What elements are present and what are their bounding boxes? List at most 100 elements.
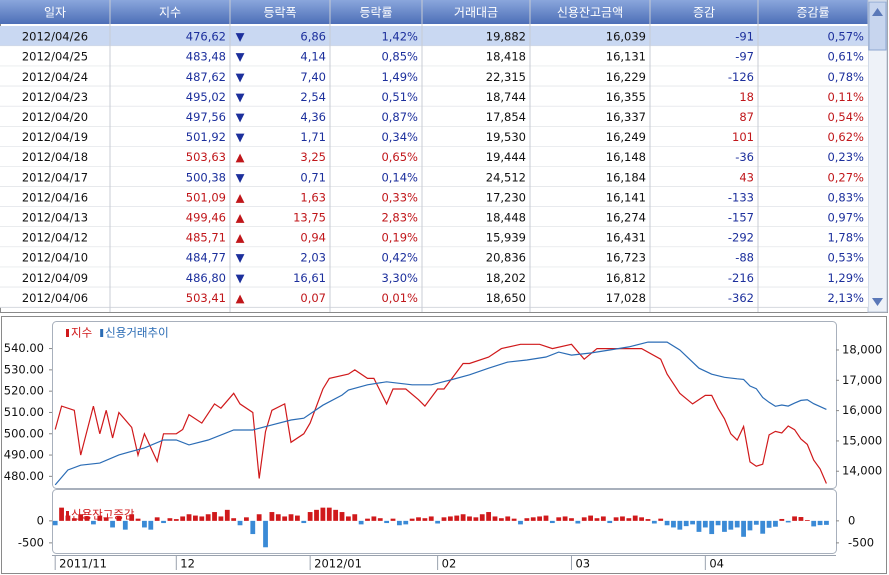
bar [811, 520, 817, 527]
row-bg [0, 247, 868, 268]
x-tick-label: 12 [180, 557, 195, 571]
diff-cell: 18 [739, 90, 754, 104]
bar [91, 520, 96, 525]
scroll-up[interactable] [872, 8, 883, 16]
diff-rate-cell: 0,54% [827, 110, 864, 124]
legend-swatch [66, 329, 69, 337]
bar [486, 512, 492, 521]
row-bg [0, 26, 868, 47]
y2-tick-label: 18,000 [842, 342, 882, 356]
balance-cell: 16,148 [606, 150, 646, 164]
column-header: 증감 [693, 6, 715, 20]
change-cell: 3,25 [300, 150, 326, 164]
bar [639, 517, 644, 521]
bar [600, 516, 606, 521]
diff-cell: -133 [728, 190, 754, 204]
column-header: 지수 [159, 6, 181, 20]
row-bg [0, 46, 868, 67]
volume-cell: 18,202 [486, 271, 526, 285]
diff-rate-cell: 0,27% [827, 170, 864, 184]
change-cell: 4,36 [300, 110, 326, 124]
row-bg [0, 206, 868, 227]
diff-cell: -126 [728, 70, 754, 84]
bar [734, 520, 740, 528]
y-tick-label: -500 [18, 535, 44, 549]
bar [122, 520, 128, 530]
bar [333, 509, 339, 521]
bar [664, 520, 670, 526]
change-cell: 0,94 [300, 231, 326, 245]
bar [454, 515, 460, 521]
bar [161, 520, 166, 524]
diff-rate-cell: 0,83% [827, 190, 864, 204]
volume-cell: 19,444 [486, 150, 526, 164]
diff-cell: -157 [728, 210, 754, 224]
bar [148, 520, 154, 530]
index-cell: 483,48 [186, 50, 226, 64]
bar [562, 516, 568, 521]
trend-arrow: ▼ [236, 251, 245, 265]
change-rate-cell: 0,33% [381, 190, 418, 204]
bar [473, 517, 479, 521]
date-cell: 2012/04/09 [22, 271, 88, 285]
legend-label: 지수 [71, 326, 92, 340]
volume-cell: 18,448 [486, 210, 526, 224]
bar [683, 520, 689, 527]
change-cell: 6,86 [300, 30, 326, 44]
change-rate-cell: 0,42% [381, 251, 418, 265]
bar [154, 517, 160, 521]
bar [460, 514, 466, 521]
bar [365, 518, 370, 521]
bar [205, 514, 211, 521]
bar [626, 518, 632, 521]
diff-rate-cell: 1,29% [827, 271, 864, 285]
bar [709, 520, 715, 535]
trend-arrow: ▲ [236, 291, 245, 305]
scroll-thumb[interactable] [868, 1, 887, 51]
bar [798, 517, 804, 521]
bar [237, 520, 243, 526]
index-cell: 497,56 [186, 110, 226, 124]
trend-arrow: ▼ [236, 70, 245, 84]
diff-rate-cell: 0,53% [827, 251, 864, 265]
volume-cell: 15,939 [486, 231, 526, 245]
change-cell: 2,54 [300, 90, 326, 104]
bar [728, 520, 734, 530]
diff-cell: 87 [739, 110, 754, 124]
scrollbar[interactable] [867, 0, 888, 313]
diff-cell: 43 [739, 170, 754, 184]
scroll-down[interactable] [872, 298, 883, 306]
column-header: 증감률 [796, 6, 829, 20]
trend-arrow: ▲ [236, 210, 245, 224]
change-rate-cell: 0,34% [381, 130, 418, 144]
bar [314, 509, 319, 521]
y2-tick-label: 17,000 [842, 373, 882, 387]
row-bg [0, 227, 868, 248]
diff-rate-cell: 0,78% [827, 70, 864, 84]
volume-cell: 22,315 [486, 70, 526, 84]
change-rate-cell: 0,87% [381, 110, 418, 124]
column-header: 신용잔고금액 [557, 6, 623, 20]
bar [180, 516, 186, 521]
bar [218, 516, 224, 521]
legend-label: 신용잔고증감 [71, 508, 135, 522]
x-tick-label: 2012/01 [314, 557, 362, 571]
bar [549, 520, 555, 524]
bar [581, 517, 587, 521]
change-rate-cell: 3,30% [381, 271, 418, 285]
diff-cell: -362 [728, 291, 754, 305]
change-rate-cell: 1,42% [381, 30, 418, 44]
bar [186, 514, 192, 521]
trend-arrow: ▲ [236, 231, 245, 245]
bar [824, 520, 829, 525]
column-header: 등락폭 [263, 6, 296, 20]
bar [671, 520, 676, 528]
volume-cell: 18,744 [486, 90, 526, 104]
volume-cell: 20,836 [486, 251, 526, 265]
index-cell: 503,41 [186, 291, 226, 305]
y2-tick-label: 0 [848, 513, 855, 527]
change-cell: 16,61 [293, 271, 326, 285]
bar [753, 520, 759, 525]
x-tick-label: 04 [709, 557, 724, 571]
